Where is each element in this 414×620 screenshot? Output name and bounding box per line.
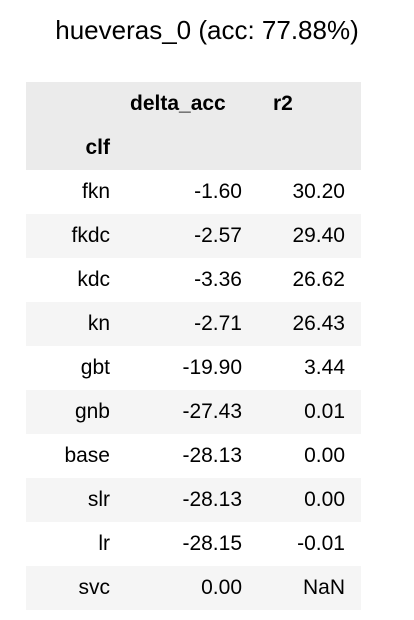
cell-r2: 26.43	[258, 302, 361, 346]
cell-r2: NaN	[258, 566, 361, 610]
row-label: gnb	[26, 390, 126, 434]
cell-delta-acc: -28.13	[126, 478, 258, 522]
cell-delta-acc: -28.15	[126, 522, 258, 566]
column-header-row: delta_acc r2	[26, 82, 361, 126]
row-label: svc	[26, 566, 126, 610]
index-header-empty	[258, 126, 361, 170]
table-row: slr -28.13 0.00	[26, 478, 361, 522]
index-header-row: clf	[26, 126, 361, 170]
cell-delta-acc: -2.71	[126, 302, 258, 346]
cell-delta-acc: -28.13	[126, 434, 258, 478]
row-label: fkdc	[26, 214, 126, 258]
column-header-blank	[26, 82, 126, 126]
row-label: slr	[26, 478, 126, 522]
table-title: hueveras_0 (acc: 77.88%)	[55, 15, 359, 45]
cell-delta-acc: -1.60	[126, 170, 258, 214]
table-row: lr -28.15 -0.01	[26, 522, 361, 566]
index-header-empty	[126, 126, 258, 170]
table-row: base -28.13 0.00	[26, 434, 361, 478]
table-row: fkdc -2.57 29.40	[26, 214, 361, 258]
table-row: kdc -3.36 26.62	[26, 258, 361, 302]
table-row: gnb -27.43 0.01	[26, 390, 361, 434]
cell-delta-acc: 0.00	[126, 566, 258, 610]
table-row: kn -2.71 26.43	[26, 302, 361, 346]
table-row: gbt -19.90 3.44	[26, 346, 361, 390]
cell-r2: 29.40	[258, 214, 361, 258]
cell-delta-acc: -3.36	[126, 258, 258, 302]
row-label: gbt	[26, 346, 126, 390]
cell-delta-acc: -19.90	[126, 346, 258, 390]
row-label: fkn	[26, 170, 126, 214]
cell-delta-acc: -2.57	[126, 214, 258, 258]
row-label: base	[26, 434, 126, 478]
cell-delta-acc: -27.43	[126, 390, 258, 434]
cell-r2: 30.20	[258, 170, 361, 214]
cell-r2: 0.01	[258, 390, 361, 434]
cell-r2: -0.01	[258, 522, 361, 566]
row-label: lr	[26, 522, 126, 566]
table-row: fkn -1.60 30.20	[26, 170, 361, 214]
index-header-clf: clf	[26, 126, 126, 170]
row-label: kn	[26, 302, 126, 346]
cell-r2: 26.62	[258, 258, 361, 302]
results-table: delta_acc r2 clf fkn -1.60 30.20 fkdc -2…	[26, 82, 361, 610]
cell-r2: 3.44	[258, 346, 361, 390]
column-header-delta-acc: delta_acc	[126, 82, 258, 126]
cell-r2: 0.00	[258, 434, 361, 478]
table-row: svc 0.00 NaN	[26, 566, 361, 610]
column-header-r2: r2	[258, 82, 361, 126]
row-label: kdc	[26, 258, 126, 302]
cell-r2: 0.00	[258, 478, 361, 522]
